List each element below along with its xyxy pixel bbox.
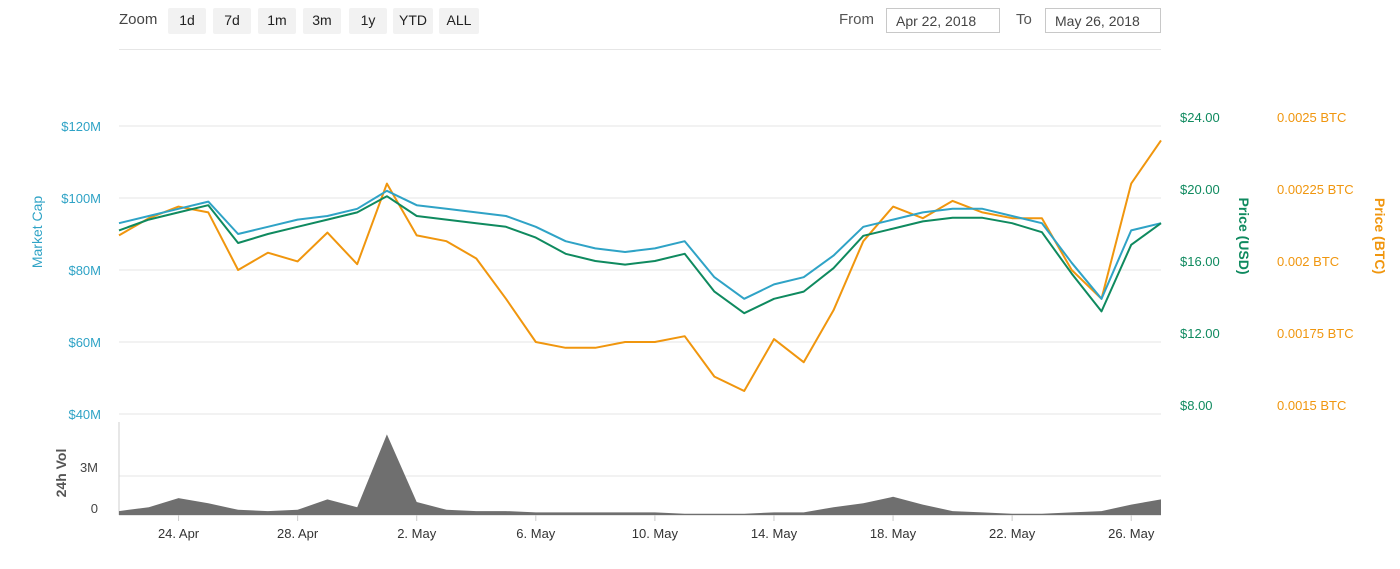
volume-tick-label: 3M xyxy=(80,460,98,475)
zoom-label: Zoom xyxy=(119,11,158,28)
price-usd-line xyxy=(118,195,1162,315)
toolbar-divider xyxy=(119,49,1161,50)
price-usd-tick-label: $20.00 xyxy=(1180,182,1220,197)
x-tick-label: 14. May xyxy=(751,526,798,541)
market-cap-axis-title: Market Cap xyxy=(29,196,45,269)
price-usd-tick-label: $8.00 xyxy=(1180,398,1213,413)
zoom-all-button[interactable]: ALL xyxy=(439,8,479,34)
zoom-3m-button[interactable]: 3m xyxy=(303,8,341,34)
to-label: To xyxy=(1016,11,1032,28)
price-usd-tick-label: $24.00 xyxy=(1180,110,1220,125)
price-btc-axis-title: Price (BTC) xyxy=(1372,198,1388,274)
price-btc-tick-label: 0.0015 BTC xyxy=(1277,398,1346,413)
zoom-1y-button[interactable]: 1y xyxy=(349,8,387,34)
price-btc-tick-label: 0.0025 BTC xyxy=(1277,110,1346,125)
price-btc-tick-label: 0.00175 BTC xyxy=(1277,326,1354,341)
x-tick-label: 6. May xyxy=(516,526,556,541)
market-cap-tick-label: $80M xyxy=(68,263,101,278)
market-cap-tick-label: $120M xyxy=(61,119,101,134)
price-usd-tick-label: $16.00 xyxy=(1180,254,1220,269)
x-tick-label: 18. May xyxy=(870,526,917,541)
price-btc-tick-label: 0.002 BTC xyxy=(1277,254,1339,269)
from-date-input[interactable] xyxy=(886,8,1000,33)
price-usd-axis-title: Price (USD) xyxy=(1236,197,1252,274)
x-tick-label: 22. May xyxy=(989,526,1036,541)
to-date-input[interactable] xyxy=(1045,8,1161,33)
x-tick-label: 28. Apr xyxy=(277,526,319,541)
price-usd-tick-label: $12.00 xyxy=(1180,326,1220,341)
zoom-ytd-button[interactable]: YTD xyxy=(393,8,433,34)
zoom-1d-button[interactable]: 1d xyxy=(168,8,206,34)
price-btc-tick-label: 0.00225 BTC xyxy=(1277,182,1354,197)
x-tick-label: 2. May xyxy=(397,526,437,541)
x-tick-label: 10. May xyxy=(632,526,679,541)
volume-tick-label: 0 xyxy=(91,501,98,516)
market-cap-line xyxy=(118,189,1162,300)
market-cap-tick-label: $100M xyxy=(61,191,101,206)
x-tick-label: 26. May xyxy=(1108,526,1155,541)
zoom-7d-button[interactable]: 7d xyxy=(213,8,251,34)
volume-axis-title: 24h Vol xyxy=(53,449,69,498)
price-btc-line xyxy=(118,139,1162,392)
market-cap-tick-label: $40M xyxy=(68,407,101,422)
x-tick-label: 24. Apr xyxy=(158,526,200,541)
zoom-1m-button[interactable]: 1m xyxy=(258,8,296,34)
volume-area xyxy=(119,434,1161,515)
market-cap-tick-label: $60M xyxy=(68,335,101,350)
from-label: From xyxy=(839,11,874,28)
